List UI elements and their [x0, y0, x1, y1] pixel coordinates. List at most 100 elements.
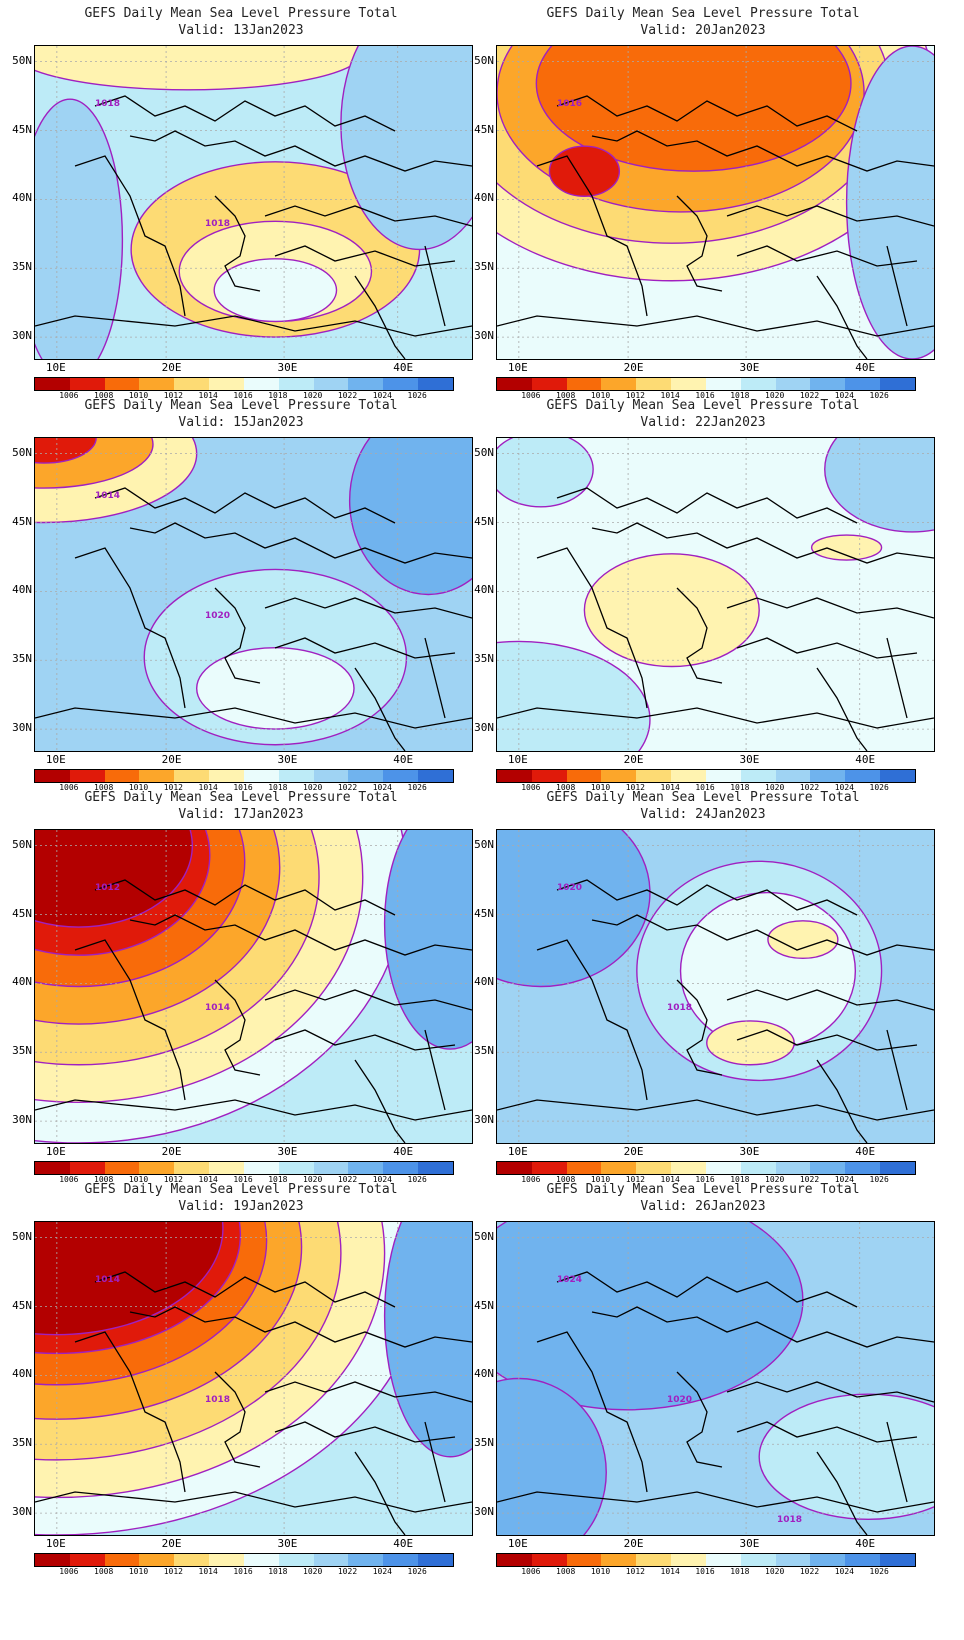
colorbar-swatch	[313, 1554, 349, 1566]
border-line	[274, 1421, 456, 1443]
pressure-region	[535, 46, 852, 172]
colorbar-swatch	[104, 1554, 140, 1566]
longitude-label: 30E	[277, 1145, 298, 1158]
colorbar	[34, 1161, 454, 1175]
colorbar-swatch	[348, 1162, 384, 1174]
border-line	[497, 315, 934, 337]
latitude-label: 35N	[474, 1044, 494, 1058]
latitude-label: 30N	[12, 329, 32, 343]
border-line	[536, 939, 648, 1101]
contour-label: 1014	[95, 491, 120, 501]
border-line	[264, 597, 472, 619]
colorbar-swatch	[845, 378, 881, 390]
panel-valid-date: Valid: 26Jan2023	[640, 1199, 766, 1214]
colorbar-swatch	[313, 770, 349, 782]
colorbar-swatch	[69, 378, 105, 390]
border-line	[591, 130, 934, 172]
contour-label: 1018	[95, 99, 120, 109]
panel-title: GEFS Daily Mean Sea Level Pressure Total	[546, 398, 860, 413]
pressure-region	[213, 258, 338, 323]
colorbar-label: 1008	[556, 1567, 576, 1576]
colorbar-label: 1010	[590, 1567, 611, 1576]
map-panel: GEFS Daily Mean Sea Level Pressure Total…	[0, 1176, 482, 1586]
panel-title: GEFS Daily Mean Sea Level Pressure Total	[546, 1182, 860, 1197]
colorbar-label: 1008	[94, 783, 114, 792]
colorbar	[34, 377, 454, 391]
latitude-label: 35N	[12, 652, 32, 666]
border-line	[676, 195, 723, 292]
border-line	[556, 95, 858, 132]
colorbar-label: 1012	[163, 1175, 183, 1184]
colorbar-label: 1010	[590, 1175, 611, 1184]
border-line	[129, 1306, 472, 1348]
longitude-label: 30E	[277, 361, 298, 374]
colorbar-label: 1012	[625, 783, 645, 792]
latitude-label: 45N	[12, 122, 32, 136]
colorbar-swatch	[348, 1554, 384, 1566]
colorbar-label: 1008	[94, 391, 114, 400]
colorbar-label: 1006	[59, 783, 79, 792]
colorbar-swatch	[671, 378, 706, 390]
border-line	[354, 1059, 406, 1143]
border-line	[556, 879, 858, 916]
colorbar-label: 1020	[765, 1567, 785, 1576]
latitude-label: 50N	[12, 445, 32, 459]
colorbar-swatch	[35, 770, 70, 782]
pressure-region	[767, 920, 839, 960]
longitude-label: 20E	[623, 1537, 644, 1550]
border-line	[35, 707, 472, 729]
border-line	[74, 939, 186, 1101]
border-line	[94, 879, 396, 916]
pressure-region	[548, 145, 621, 197]
colorbar-label: 1010	[590, 783, 611, 792]
colorbar-label: 1006	[59, 1567, 79, 1576]
latitude-label: 40N	[12, 583, 32, 597]
colorbar-swatch	[313, 1162, 349, 1174]
colorbar-label: 1018	[268, 1567, 288, 1576]
pressure-region	[497, 830, 651, 988]
colorbar-label: 1006	[521, 391, 541, 400]
longitude-label: 30E	[739, 1537, 760, 1550]
colorbar-swatch	[209, 770, 244, 782]
colorbar-label: 1010	[128, 1567, 149, 1576]
latitude-label: 45N	[12, 906, 32, 920]
longitude-label: 40E	[393, 361, 414, 374]
colorbar-swatch	[278, 1554, 314, 1566]
colorbar-label: 1016	[233, 1175, 253, 1184]
colorbar-label: 1024	[834, 391, 854, 400]
colorbar-label: 1022	[337, 391, 358, 400]
contour-label: 1018	[667, 1003, 692, 1013]
colorbar-label: 1006	[59, 1175, 79, 1184]
border-line	[214, 587, 261, 684]
panel-valid-date: Valid: 15Jan2023	[178, 415, 304, 430]
longitude-label: 40E	[393, 753, 414, 766]
latitude-label: 30N	[474, 1505, 494, 1519]
border-line	[556, 487, 858, 524]
pressure-region	[845, 46, 934, 359]
border-line	[424, 637, 446, 719]
map-svg: 1018 1018	[35, 46, 472, 359]
colorbar-swatch	[636, 1554, 672, 1566]
colorbar-label: 1022	[337, 1567, 358, 1576]
contour-label: 1012	[95, 883, 120, 893]
colorbar-swatch	[845, 770, 881, 782]
pressure-region	[583, 553, 760, 668]
border-line	[726, 989, 934, 1011]
pressure-map: 1014 1020	[34, 437, 473, 752]
longitude-label: 10E	[507, 1145, 528, 1158]
map-svg: 1020 1018	[497, 830, 934, 1143]
longitude-label: 10E	[507, 753, 528, 766]
panel-valid-date: Valid: 13Jan2023	[178, 23, 304, 38]
latitude-label: 45N	[474, 1298, 494, 1312]
colorbar-label: 1026	[407, 783, 427, 792]
border-line	[536, 547, 648, 709]
colorbar-swatch	[810, 1162, 846, 1174]
colorbar-swatch	[104, 770, 140, 782]
longitude-label: 20E	[623, 1145, 644, 1158]
colorbar-swatch	[209, 1162, 244, 1174]
pressure-region	[497, 640, 651, 751]
colorbar-swatch	[497, 770, 532, 782]
colorbar-swatch	[566, 378, 602, 390]
colorbar-swatch	[418, 378, 453, 390]
map-panel: GEFS Daily Mean Sea Level Pressure Total…	[462, 784, 944, 1194]
